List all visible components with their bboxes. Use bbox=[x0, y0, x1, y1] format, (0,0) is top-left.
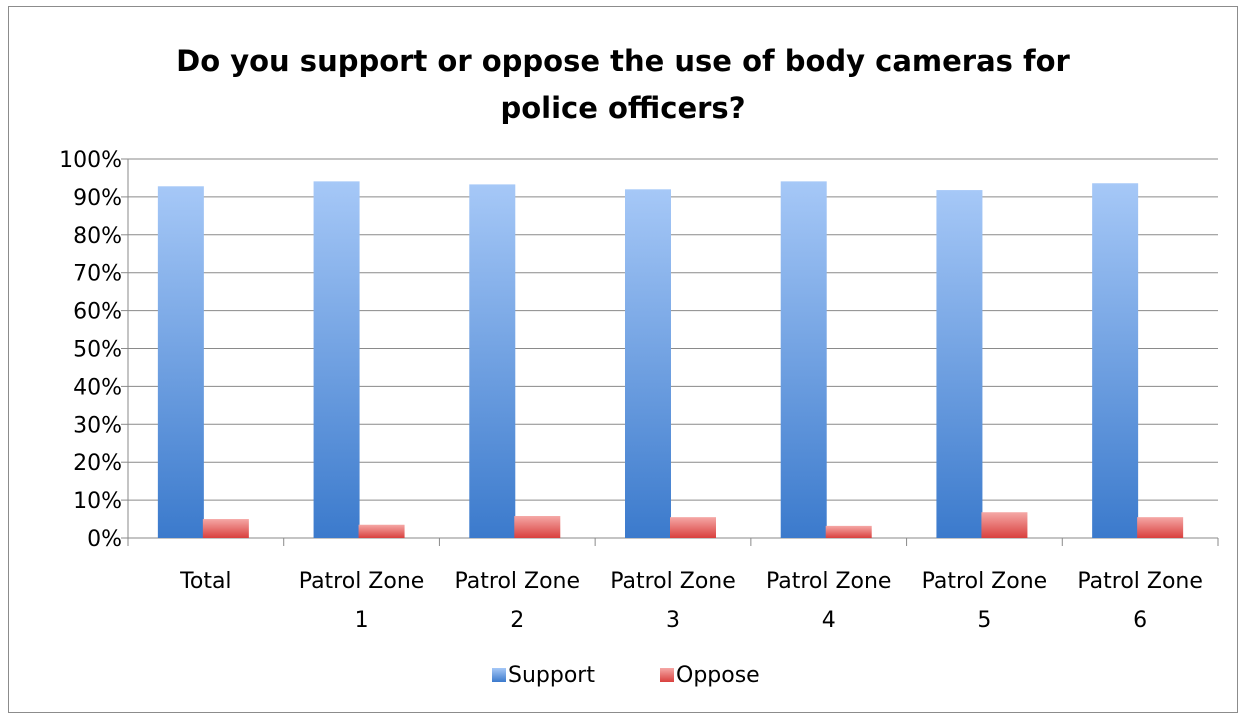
x-category-label: Patrol Zone bbox=[610, 569, 736, 594]
bar-support bbox=[313, 181, 360, 538]
y-tick-label: 40% bbox=[73, 375, 122, 400]
y-tick-label: 0% bbox=[87, 527, 122, 552]
x-category-label: 5 bbox=[977, 608, 991, 633]
chart-title: Do you support or oppose the use of body… bbox=[0, 38, 1246, 132]
y-tick-label: 100% bbox=[59, 148, 122, 173]
legend-swatch-oppose bbox=[660, 668, 674, 682]
x-category-label: Patrol Zone bbox=[766, 569, 892, 594]
axis-labels: 0% 10% 20% 30% 40% 50% 60% 70% 80% 90% 100% Total Pa… bbox=[59, 148, 1203, 633]
x-category-label: Patrol Zone bbox=[299, 569, 425, 594]
bar-oppose bbox=[825, 525, 872, 538]
x-category-label: Total bbox=[179, 569, 231, 594]
bars bbox=[157, 181, 1184, 539]
y-tick-label: 70% bbox=[73, 262, 122, 287]
y-tick-label: 10% bbox=[73, 489, 122, 514]
bar-oppose bbox=[1137, 517, 1184, 538]
x-category-label: 3 bbox=[666, 608, 680, 633]
x-category-label: Patrol Zone bbox=[455, 569, 581, 594]
bar-oppose bbox=[202, 519, 249, 538]
y-tick-label: 30% bbox=[73, 413, 122, 438]
y-tick-label: 60% bbox=[73, 300, 122, 325]
y-tick-label: 20% bbox=[73, 451, 122, 476]
x-category-label: 2 bbox=[510, 608, 524, 633]
bar-support bbox=[936, 190, 983, 538]
y-tick-label: 90% bbox=[73, 186, 122, 211]
chart-title-text: Do you support or oppose the use of body… bbox=[176, 44, 1070, 125]
x-category-label: Patrol Zone bbox=[922, 569, 1048, 594]
x-category-label: Patrol Zone bbox=[1077, 569, 1203, 594]
bar-support bbox=[780, 181, 827, 538]
x-category-label: 6 bbox=[1133, 608, 1147, 633]
bar-support bbox=[625, 189, 671, 538]
legend-label-support: Support bbox=[508, 663, 595, 688]
legend-swatch-support bbox=[492, 668, 506, 682]
bar-support bbox=[469, 184, 516, 538]
y-tick-label: 80% bbox=[73, 224, 122, 249]
bar-oppose bbox=[670, 517, 716, 538]
bar-support bbox=[157, 186, 204, 538]
gridlines bbox=[128, 158, 1218, 501]
bar-oppose bbox=[981, 512, 1028, 538]
y-tick-label: 50% bbox=[73, 338, 122, 363]
bar-oppose bbox=[358, 524, 405, 538]
bar-oppose bbox=[514, 516, 561, 538]
chart-frame bbox=[8, 6, 1238, 713]
bar-support bbox=[1092, 183, 1139, 539]
legend-label-oppose: Oppose bbox=[676, 663, 760, 688]
x-category-label: 4 bbox=[822, 608, 836, 633]
x-category-label: 1 bbox=[355, 608, 369, 633]
legend: Support Oppose bbox=[492, 663, 760, 688]
